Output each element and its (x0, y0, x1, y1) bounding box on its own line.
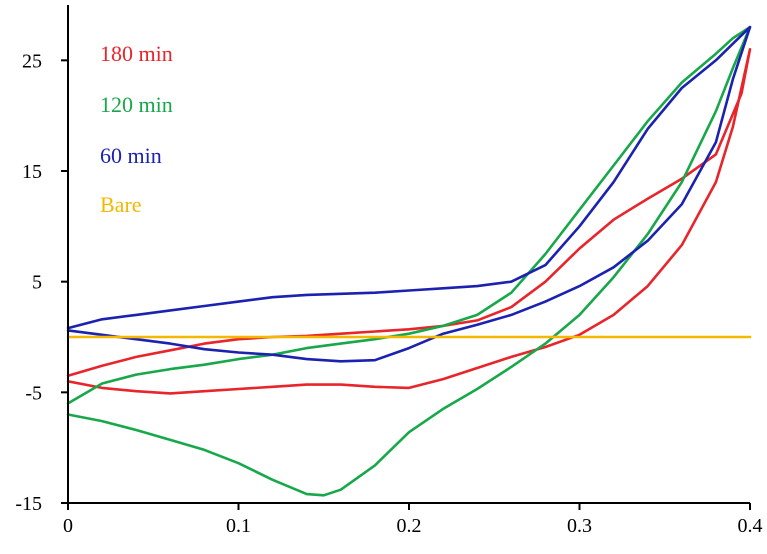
x-tick-label: 0.3 (567, 515, 592, 537)
series-line-120-min (66, 25, 752, 497)
y-tick-label: 25 (22, 50, 42, 72)
y-tick-label: -5 (25, 382, 42, 404)
x-tick-label: 0.1 (226, 515, 251, 537)
legend-entry-120-min: 120 min (100, 92, 173, 117)
axes: -15 -5 5 15 25 0 0.1 0.2 0.3 0.4 (15, 5, 763, 537)
legend-entry-180-min: 180 min (100, 41, 173, 66)
series-line-60-min (66, 25, 752, 363)
y-tick-label: -15 (15, 493, 42, 515)
y-tick-label: 5 (32, 272, 42, 294)
x-tick-label: 0.4 (738, 515, 763, 537)
x-tick-label: 0.2 (397, 515, 422, 537)
y-tick-label: 15 (22, 161, 42, 183)
legend-entry-60-min: 60 min (100, 143, 162, 168)
legend-entry-bare: Bare (100, 192, 142, 217)
series-lines (66, 25, 752, 497)
x-tick-label: 0 (63, 515, 73, 537)
legend: 180 min 120 min 60 min Bare (100, 41, 173, 217)
